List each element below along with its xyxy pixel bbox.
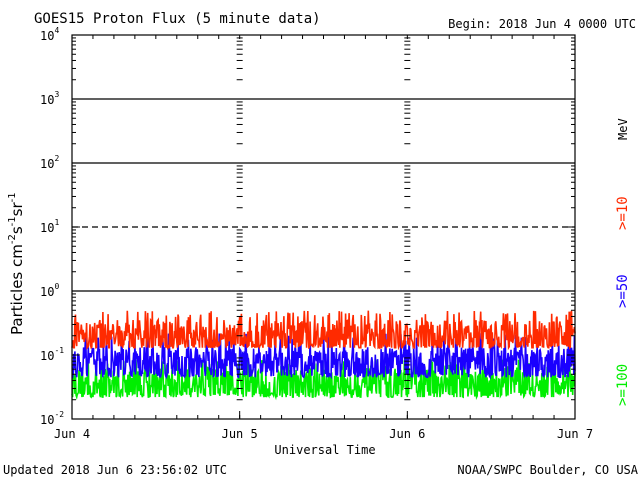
y-tick-label: 102 bbox=[40, 154, 59, 171]
legend-entry-1: >=50 bbox=[615, 274, 631, 308]
x-tick-label: Jun 4 bbox=[54, 427, 90, 441]
credit-text: NOAA/SWPC Boulder, CO USA bbox=[457, 463, 638, 477]
y-tick-label: 10-1 bbox=[40, 346, 64, 363]
y-axis-ticks: 10-2 10-1 100 101 102 103 104 bbox=[40, 26, 575, 427]
x-tick-label: Jun 7 bbox=[557, 427, 593, 441]
begin-time: Begin: 2018 Jun 4 0000 UTC bbox=[448, 17, 636, 31]
reference-lines bbox=[72, 98, 575, 292]
x-tick-label: Jun 6 bbox=[389, 427, 425, 441]
series-line-0 bbox=[71, 310, 576, 351]
y-axis-label: Particles cm-2s-1sr-1 bbox=[7, 192, 26, 335]
updated-time: Updated 2018 Jun 6 23:56:02 UTC bbox=[3, 463, 227, 477]
y-tick-label: 10-2 bbox=[40, 410, 64, 427]
legend-entry-2: >=100 bbox=[615, 364, 631, 406]
y-tick-label: 104 bbox=[40, 26, 59, 43]
legend-unit: MeV bbox=[616, 118, 630, 140]
legend-entry-0: >=10 bbox=[615, 196, 631, 230]
y-tick-label: 101 bbox=[40, 218, 59, 235]
x-tick-label: Jun 5 bbox=[222, 427, 258, 441]
y-tick-label: 103 bbox=[40, 90, 59, 107]
legend: >=10 >=50 >=100 MeV bbox=[615, 118, 631, 406]
chart-title: GOES15 Proton Flux (5 minute data) bbox=[34, 11, 321, 27]
data-series bbox=[71, 310, 576, 401]
x-axis-ticks: Jun 4 Jun 5 Jun 6 Jun 7 bbox=[54, 35, 593, 441]
x-axis-label: Universal Time bbox=[274, 443, 375, 457]
y-tick-label: 100 bbox=[40, 282, 59, 299]
